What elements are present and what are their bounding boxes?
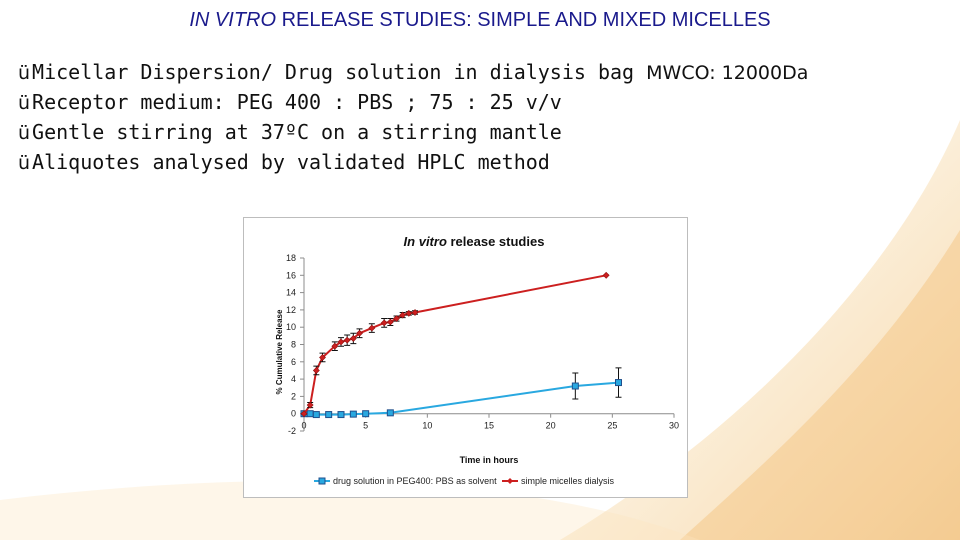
bullet-list: ü Micellar Dispersion/ Drug solution in d… <box>18 58 808 178</box>
x-tick-label: 0 <box>301 421 306 431</box>
bullet-text: Micellar Dispersion/ Drug solution in di… <box>32 60 647 84</box>
data-point <box>325 411 333 419</box>
data-point <box>386 318 394 326</box>
legend-entry-simple-micelles: simple micelles dialysis <box>502 476 615 486</box>
y-tick-label: 10 <box>286 322 296 332</box>
y-tick-label: 4 <box>291 374 296 384</box>
x-tick-label: 20 <box>546 421 556 431</box>
check-icon: ü <box>18 62 31 84</box>
release-chart: In vitro release studies Time in hours %… <box>243 217 688 498</box>
slide-title: IN VITRO RELEASE STUDIES: SIMPLE AND MIX… <box>0 9 960 32</box>
data-point <box>300 410 308 418</box>
data-point <box>380 319 388 327</box>
chart-title: In vitro release studies <box>404 234 545 249</box>
y-tick-label: 14 <box>286 288 296 298</box>
bullet-text: Receptor medium: PEG 400 : PBS ; 75 : 25… <box>32 90 562 114</box>
legend-marker <box>507 478 513 484</box>
bullet-extra-mwco: MWCO: 12000Da <box>646 62 809 84</box>
data-point <box>615 379 622 387</box>
chart-title-italic: In vitro <box>404 234 447 249</box>
y-axis-label: % Cumulative Release <box>275 309 284 394</box>
data-point <box>356 329 363 337</box>
y-tick-label: 18 <box>286 253 296 263</box>
y-tick-label: 6 <box>291 357 296 367</box>
legend-label: simple micelles dialysis <box>521 476 615 486</box>
slide-title-rest: RELEASE STUDIES: SIMPLE AND MIXED MICELL… <box>276 9 771 31</box>
data-point <box>312 411 320 419</box>
data-point <box>368 324 376 332</box>
y-tick-label: 12 <box>286 305 296 315</box>
data-point <box>331 342 339 350</box>
data-point <box>399 311 407 319</box>
check-icon: ü <box>18 152 31 174</box>
data-point <box>306 401 314 409</box>
legend-entry-drug-solution: drug solution in PEG400: PBS as solvent <box>314 476 497 486</box>
bullet-item-hplc: ü Aliquotes analysed by validated HPLC me… <box>18 148 808 178</box>
x-axis-label: Time in hours <box>460 455 519 465</box>
x-tick-label: 10 <box>422 421 432 431</box>
data-point <box>343 336 351 344</box>
check-icon: ü <box>18 92 31 114</box>
data-point <box>571 382 579 390</box>
series-drug-solution <box>300 367 622 419</box>
data-point <box>349 410 357 418</box>
slide-title-italic: IN VITRO <box>189 9 277 31</box>
data-point <box>312 367 320 374</box>
x-tick-label: 30 <box>669 421 679 431</box>
series-simple-micelles <box>300 271 610 418</box>
data-point <box>411 309 419 316</box>
chart-canvas: In vitro release studies Time in hours %… <box>275 234 679 486</box>
series-line <box>303 274 607 415</box>
data-point <box>393 315 400 322</box>
data-point <box>337 338 345 346</box>
legend-marker <box>318 477 326 485</box>
data-point <box>362 410 370 418</box>
x-tick-label: 15 <box>484 421 494 431</box>
x-tick-label: 25 <box>607 421 617 431</box>
bullet-text: Gentle stirring at 37ºC on a stirring ma… <box>32 120 562 144</box>
y-tick-label: 2 <box>291 391 296 401</box>
legend-label: drug solution in PEG400: PBS as solvent <box>333 476 497 486</box>
bullet-item-dispersion: ü Micellar Dispersion/ Drug solution in d… <box>18 58 808 88</box>
chart-title-rest: release studies <box>447 234 545 249</box>
data-point <box>319 354 326 361</box>
y-tick-label: 8 <box>291 340 296 350</box>
data-point <box>349 335 357 342</box>
data-point <box>405 309 413 317</box>
data-point <box>337 411 345 419</box>
data-point <box>306 410 314 418</box>
y-tick-label: 16 <box>286 270 296 280</box>
data-point <box>386 409 394 417</box>
y-tick-label: -2 <box>288 426 296 436</box>
bullet-text: Aliquotes analysed by validated HPLC met… <box>32 150 550 174</box>
bullet-item-receptor: ü Receptor medium: PEG 400 : PBS ; 75 : 2… <box>18 88 808 118</box>
data-point <box>602 271 610 279</box>
check-icon: ü <box>18 122 31 144</box>
x-tick-label: 5 <box>363 421 368 431</box>
bullet-item-stirring: ü Gentle stirring at 37ºC on a stirring m… <box>18 118 808 148</box>
y-tick-label: 0 <box>291 409 296 419</box>
series-line <box>304 381 619 416</box>
